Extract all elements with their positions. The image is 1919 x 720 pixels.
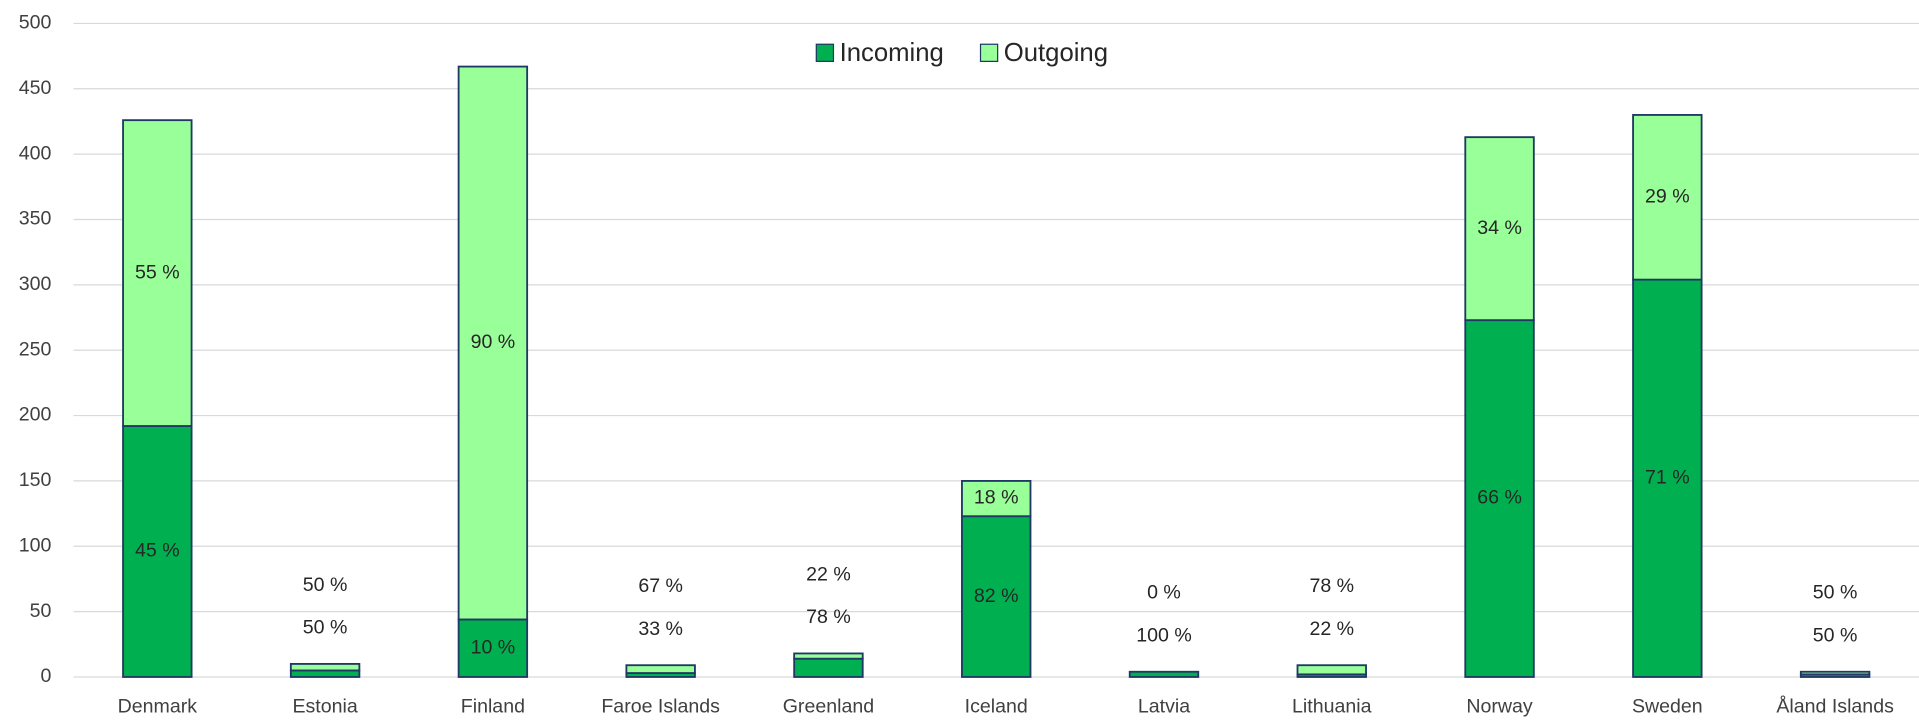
x-tick-label: Iceland bbox=[965, 696, 1028, 718]
data-label: 22 % bbox=[806, 563, 851, 585]
x-tick-label: Norway bbox=[1466, 696, 1533, 718]
x-tick-label: Denmark bbox=[118, 696, 198, 718]
bar-segment bbox=[793, 652, 864, 660]
data-label: 18 % bbox=[974, 487, 1019, 509]
data-label: 10 % bbox=[471, 636, 516, 658]
bar-segment bbox=[793, 657, 864, 678]
data-label: 82 % bbox=[974, 585, 1019, 607]
bar-segment bbox=[1632, 114, 1703, 281]
y-tick-label: 100 bbox=[19, 534, 52, 556]
bar-segment bbox=[1128, 670, 1200, 678]
x-tick-label: Estonia bbox=[292, 696, 357, 718]
y-tick-label: 250 bbox=[19, 338, 52, 360]
data-label: 33 % bbox=[638, 618, 683, 640]
y-tick-label: 500 bbox=[19, 12, 52, 34]
x-tick-label: Lithuania bbox=[1292, 696, 1372, 718]
data-label: 45 % bbox=[135, 540, 180, 562]
data-label: 78 % bbox=[1309, 575, 1354, 597]
y-tick-label: 0 bbox=[41, 665, 52, 687]
bar-segment bbox=[1799, 670, 1871, 676]
bar-segment bbox=[457, 65, 529, 621]
data-label: 78 % bbox=[806, 606, 851, 628]
bar-segment bbox=[289, 669, 361, 678]
data-label: 90 % bbox=[471, 331, 516, 353]
bar-segment bbox=[122, 119, 193, 427]
y-tick-label: 350 bbox=[19, 208, 52, 230]
data-label: 22 % bbox=[1309, 618, 1354, 640]
y-tick-label: 400 bbox=[19, 142, 52, 164]
legend-swatch bbox=[979, 43, 999, 62]
data-label: 50 % bbox=[303, 617, 348, 639]
y-tick-label: 200 bbox=[19, 404, 52, 426]
data-label: 50 % bbox=[303, 574, 348, 596]
x-tick-label: Faroe Islands bbox=[601, 696, 720, 718]
legend-label: Outgoing bbox=[1004, 39, 1108, 67]
x-tick-label: Finland bbox=[461, 696, 525, 718]
data-label: 71 % bbox=[1645, 466, 1690, 488]
x-tick-label: Åland Islands bbox=[1776, 695, 1894, 718]
bar-segment bbox=[961, 515, 1032, 678]
y-tick-label: 150 bbox=[19, 469, 52, 491]
data-label: 66 % bbox=[1477, 487, 1522, 509]
bar-segment bbox=[625, 664, 696, 674]
data-label: 29 % bbox=[1645, 185, 1690, 207]
y-tick-label: 450 bbox=[19, 77, 52, 99]
y-tick-label: 50 bbox=[30, 600, 52, 622]
bar-segment bbox=[1296, 664, 1367, 676]
data-label: 34 % bbox=[1477, 217, 1522, 239]
bar-segment bbox=[961, 479, 1032, 518]
bar-segment bbox=[289, 662, 361, 672]
legend-swatch bbox=[815, 43, 835, 62]
bar-segment bbox=[1464, 319, 1535, 678]
legend-label: Incoming bbox=[840, 39, 944, 67]
data-label: 50 % bbox=[1813, 582, 1858, 604]
data-label: 50 % bbox=[1813, 624, 1858, 646]
x-tick-label: Latvia bbox=[1138, 696, 1190, 718]
data-label: 100 % bbox=[1136, 624, 1192, 646]
data-label: 67 % bbox=[638, 575, 683, 597]
y-tick-label: 300 bbox=[19, 273, 52, 295]
x-tick-label: Sweden bbox=[1632, 696, 1703, 718]
bar-segment bbox=[1632, 278, 1703, 678]
data-label: 0 % bbox=[1147, 582, 1181, 604]
bar-segment bbox=[457, 618, 529, 678]
bar-segment bbox=[1464, 136, 1535, 322]
x-tick-label: Greenland bbox=[783, 696, 874, 718]
data-label: 55 % bbox=[135, 261, 180, 283]
bar-segment bbox=[122, 425, 193, 678]
